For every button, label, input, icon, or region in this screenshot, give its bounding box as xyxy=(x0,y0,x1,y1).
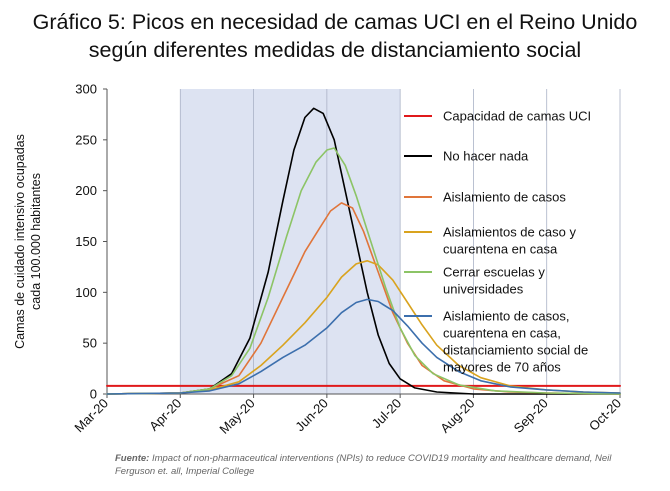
x-tick-label: Apr-20 xyxy=(146,396,184,434)
series-line xyxy=(106,298,621,395)
series-line xyxy=(106,147,621,395)
legend-item: Aislamiento de casos xyxy=(404,190,566,205)
legend-label: Cerrar escuelas y universidades xyxy=(443,265,545,297)
source-text: Impact of non-pharmaceutical interventio… xyxy=(115,453,612,477)
y-tick-label: 150 xyxy=(75,234,97,249)
chart-title-line-1: Gráfico 5: Picos en necesidad de camas U… xyxy=(32,10,638,34)
x-tick-label: Jul-20 xyxy=(369,396,405,432)
chart-title-line-2: según diferentes medidas de distanciamie… xyxy=(88,38,582,62)
chart-title: Gráfico 5: Picos en necesidad de camas U… xyxy=(0,8,670,64)
legend-item: Aislamientos de caso y cuarentena en casa xyxy=(404,225,576,257)
series-line xyxy=(106,260,621,395)
y-tick-label: 200 xyxy=(75,183,97,198)
shaded-intervention-period xyxy=(180,89,401,394)
x-tick-label: Aug-20 xyxy=(437,396,477,436)
legend-label: Aislamiento de casos xyxy=(443,190,566,205)
y-axis-label-line: cada 100.000 habitantes xyxy=(29,173,43,310)
series-line xyxy=(106,107,621,395)
x-tick-label: May-20 xyxy=(216,396,257,437)
legend-label: Capacidad de camas UCI xyxy=(443,109,591,124)
legend-item: Capacidad de camas UCI xyxy=(404,109,591,124)
series-group xyxy=(106,107,621,395)
source-label: Fuente: xyxy=(115,453,150,464)
legend: Capacidad de camas UCI No hacer nada Aisla… xyxy=(404,109,591,375)
legend-item: No hacer nada xyxy=(404,149,529,164)
y-tick-label: 100 xyxy=(75,285,97,300)
x-tick-label: Oct-20 xyxy=(586,396,624,434)
y-tick-label: 50 xyxy=(83,336,97,351)
legend-item: Cerrar escuelas y universidades xyxy=(404,265,545,297)
y-tick-label: 0 xyxy=(90,387,97,402)
x-tick-label: Sep-20 xyxy=(511,396,551,436)
y-tick-label: 250 xyxy=(75,132,97,147)
x-tick-label: Jun-20 xyxy=(292,396,331,435)
legend-item: Aislamiento de casos, cuarentena en casa,… xyxy=(404,309,588,375)
source-note: Fuente: Impact of non-pharmaceutical int… xyxy=(115,452,635,478)
legend-label: Aislamiento de casos, cuarentena en casa,… xyxy=(443,309,588,375)
y-tick-label: 300 xyxy=(75,82,97,97)
legend-label: Aislamientos de caso y cuarentena en casa xyxy=(443,225,576,257)
y-axis-label-line: Camas de cuidado intensivo ocupadas xyxy=(13,134,27,349)
legend-label: No hacer nada xyxy=(443,149,529,164)
